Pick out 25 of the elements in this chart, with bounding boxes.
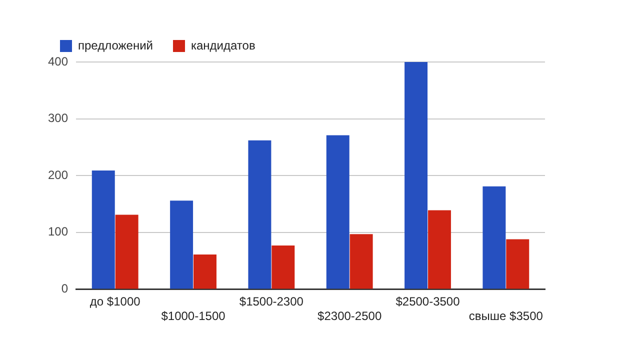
y-tick-label: 0 — [61, 282, 68, 296]
x-tick-label: $1500-2300 — [239, 294, 304, 309]
x-tick-label: свыше $3500 — [468, 309, 544, 324]
bar — [506, 239, 530, 289]
y-tick-label: 400 — [48, 54, 68, 68]
x-tick-label: до $1000 — [90, 294, 141, 309]
bar — [428, 210, 451, 289]
y-tick-label: 300 — [48, 111, 68, 126]
legend-label: кандидатов — [190, 38, 256, 52]
bar — [326, 135, 350, 289]
bar — [272, 245, 295, 289]
legend-label: предложений — [78, 38, 153, 52]
y-tick-label: 100 — [48, 224, 68, 239]
bar — [404, 62, 428, 289]
bar — [482, 186, 506, 289]
y-tick-label: 200 — [48, 168, 68, 182]
bar — [350, 234, 373, 289]
bar — [248, 140, 272, 289]
x-tick-label: $1000-1500 — [161, 309, 226, 324]
bar — [194, 254, 216, 289]
bar — [115, 214, 138, 289]
x-tick-label: $2500-3500 — [396, 294, 460, 309]
bar — [92, 170, 115, 289]
bar — [170, 200, 194, 289]
x-tick-label: $2300-2500 — [318, 309, 382, 324]
